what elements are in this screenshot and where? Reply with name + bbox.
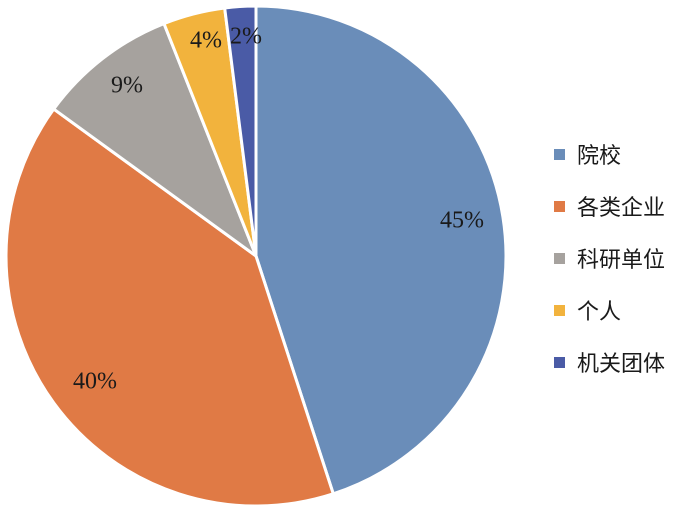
legend-item: 机关团体	[554, 336, 665, 388]
legend-item: 各类企业	[554, 180, 665, 232]
pie-slice	[4, 107, 335, 508]
pie-data-label: 45%	[440, 208, 484, 234]
pie-slice	[254, 4, 508, 496]
pie-data-labels: 45% 40% 9% 4% 2%	[73, 24, 484, 395]
pie-slice	[52, 22, 258, 258]
legend-label: 科研单位	[577, 248, 666, 273]
legend-label: 院校	[577, 144, 622, 169]
legend: 院校各类企业科研单位个人机关团体	[554, 128, 665, 388]
pie-chart: 45% 40% 9% 4% 2%	[4, 4, 508, 508]
legend-swatch	[554, 356, 565, 368]
legend-label: 个人	[577, 300, 622, 325]
pie-data-label: 40%	[73, 369, 117, 395]
legend-swatch	[554, 252, 565, 264]
legend-label: 机关团体	[577, 352, 666, 377]
pie-data-label: 9%	[111, 73, 143, 99]
pie-data-label: 4%	[190, 28, 222, 54]
legend-swatch	[554, 304, 565, 316]
legend-item: 个人	[554, 284, 665, 336]
pie-slice	[223, 4, 258, 258]
legend-label: 各类企业	[577, 196, 666, 221]
legend-item: 院校	[554, 128, 665, 180]
legend-item: 科研单位	[554, 232, 665, 284]
pie-data-label: 2%	[230, 24, 262, 50]
legend-swatch	[554, 200, 565, 212]
pie-slices	[4, 4, 508, 508]
legend-swatch	[554, 148, 565, 160]
